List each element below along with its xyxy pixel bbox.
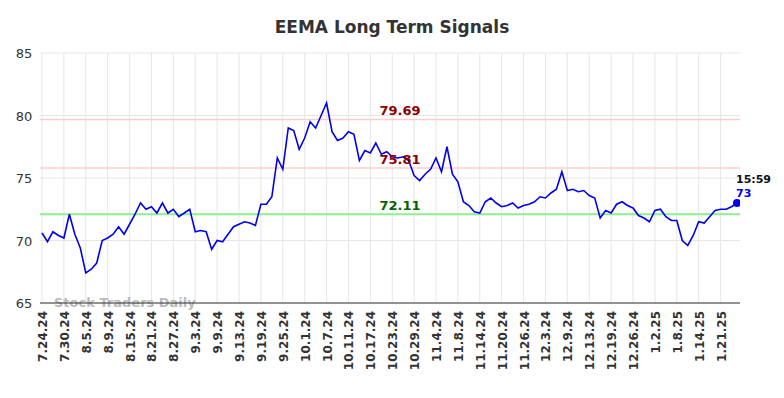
y-tick-label: 65 (16, 296, 33, 311)
x-tick-label: 11.20.24 (496, 311, 510, 370)
x-tick-label: 10.17.24 (364, 311, 378, 370)
grid-line (654, 53, 655, 303)
x-tick-label: 12.9.24 (561, 311, 575, 362)
x-tick-label: 10.1.24 (299, 311, 313, 362)
title: EEMA Long Term Signals (275, 17, 510, 37)
x-tick-label: 8.21.24 (145, 311, 159, 362)
grid-line (304, 53, 305, 303)
grid-line (676, 53, 677, 303)
x-tick-label: 12.3.24 (539, 311, 553, 362)
x-tick-label: 10.11.24 (342, 311, 356, 370)
grid-line (479, 53, 480, 303)
grid-line (173, 53, 174, 303)
grid-line (698, 53, 699, 303)
background (0, 0, 784, 398)
grid-line (63, 53, 64, 303)
grid-line (720, 53, 721, 303)
grid-line (40, 53, 740, 54)
grid-line (40, 178, 740, 179)
signal-line (40, 213, 740, 215)
chart: EEMA Long Term Signals 65 70 75 80 85 7.24.24 7… (0, 0, 784, 398)
grid-line (282, 53, 283, 303)
x-tick-label: 11.14.24 (474, 311, 488, 370)
x-axis (40, 303, 740, 304)
last-value: 73 (736, 187, 751, 200)
x-tick-label: 8.9.24 (102, 311, 116, 354)
x-tick-label: 10.29.24 (408, 311, 422, 370)
x-tick-label: 11.26.24 (518, 311, 532, 370)
x-tick-label: 8.5.24 (80, 311, 94, 354)
x-tick-label: 10.23.24 (386, 311, 400, 370)
y-tick-label: 80 (16, 109, 33, 124)
grid-line (129, 53, 130, 303)
x-tick-label: 7.30.24 (58, 311, 72, 362)
grid-line (326, 53, 327, 303)
grid-line (545, 53, 546, 303)
x-tick-label: 12.13.24 (583, 311, 597, 370)
grid-line (633, 53, 634, 303)
x-tick-label: 1.14.25 (693, 311, 707, 362)
price-line (42, 103, 737, 273)
grid-line (567, 53, 568, 303)
x-tick-label: 10.7.24 (321, 311, 335, 362)
x-tick-label: 12.26.24 (627, 311, 641, 370)
grid-line (42, 53, 43, 303)
grid-line (414, 53, 415, 303)
grid-line (501, 53, 502, 303)
x-tick-label: 8.27.24 (167, 311, 181, 362)
grid-line (40, 303, 740, 304)
x-tick-label: 9.25.24 (277, 311, 291, 362)
y-tick-label: 75 (16, 171, 33, 186)
x-tick-label: 11.4.24 (430, 311, 444, 362)
x-tick-label: 8.15.24 (124, 311, 138, 362)
x-tick-label: 9.3.24 (189, 311, 203, 354)
grid-line (589, 53, 590, 303)
grid-line (260, 53, 261, 303)
grid-line (457, 53, 458, 303)
last-time: 15:59 (736, 173, 771, 186)
last-point (733, 199, 740, 207)
x-tick-label: 7.24.24 (36, 311, 50, 362)
grid-line (611, 53, 612, 303)
x-tick-label: 9.9.24 (211, 311, 225, 354)
grid-line (436, 53, 437, 303)
grid-line (107, 53, 108, 303)
grid-line (239, 53, 240, 303)
y-tick-label: 70 (16, 234, 33, 249)
signal-label: 79.69 (379, 103, 420, 118)
x-tick-label: 12.19.24 (605, 311, 619, 370)
grid-line (523, 53, 524, 303)
signal-line (40, 167, 740, 169)
grid-line (392, 53, 393, 303)
grid-line (195, 53, 196, 303)
y-tick-label: 85 (16, 46, 33, 61)
grid-line (217, 53, 218, 303)
grid-line (151, 53, 152, 303)
x-tick-label: 11.8.24 (452, 311, 466, 362)
grid-line (85, 53, 86, 303)
plot-group (42, 103, 740, 273)
x-tick-label: 1.8.25 (671, 311, 685, 354)
grid-line (40, 240, 740, 241)
grid-line (370, 53, 371, 303)
x-tick-label: 9.13.24 (233, 311, 247, 362)
x-tick-label: 1.21.25 (715, 311, 729, 362)
signal-label: 72.11 (379, 198, 420, 213)
grid-line (348, 53, 349, 303)
x-tick-label: 9.19.24 (255, 311, 269, 362)
signal-label: 75.81 (379, 152, 420, 167)
signal-line (40, 119, 740, 121)
x-tick-label: 1.2.25 (649, 311, 663, 354)
